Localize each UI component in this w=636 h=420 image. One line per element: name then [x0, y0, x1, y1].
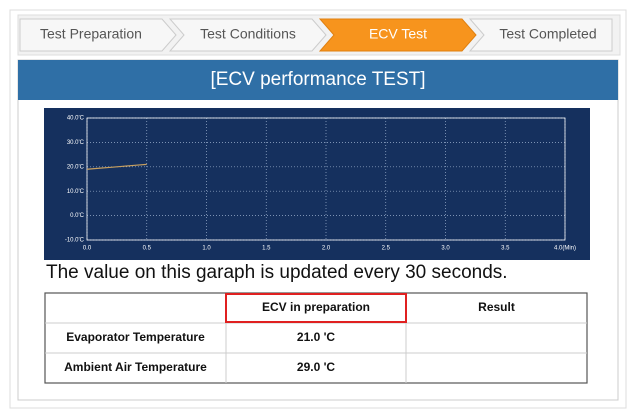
row-label: Evaporator Temperature [66, 330, 205, 344]
step-label: Test Conditions [200, 26, 296, 42]
y-tick-label: 40.0'C [67, 116, 85, 122]
panel-header [18, 60, 618, 100]
row-value: 29.0 'C [297, 360, 336, 374]
row-label: Ambient Air Temperature [64, 360, 207, 374]
x-tick-label: 0.5 [143, 246, 152, 252]
step [468, 18, 613, 52]
x-tick-label: 3.5 [501, 246, 510, 252]
chart-area [44, 108, 590, 260]
x-tick-label: 1.0 [202, 246, 211, 252]
step-label: ECV Test [369, 26, 427, 42]
step [318, 18, 477, 52]
column-header: Result [478, 300, 515, 314]
x-tick-label: 1.5 [262, 246, 271, 252]
caption: The value on this garaph is updated ever… [46, 262, 508, 283]
panel-title: [ECV performance TEST] [210, 69, 425, 90]
data-line [86, 163, 147, 170]
step-label: Test Completed [499, 26, 596, 42]
step-label: Test Preparation [40, 26, 142, 42]
step [19, 18, 177, 52]
y-tick-label: 20.0'C [67, 164, 85, 170]
x-tick-label: 2.5 [382, 246, 391, 252]
table-border [44, 292, 588, 384]
highlight-box [225, 293, 407, 323]
x-tick-label: 4.0(Min) [554, 246, 576, 252]
y-tick-label: 0.0'C [70, 213, 84, 219]
column-header: ECV in preparation [262, 300, 370, 314]
x-tick-label: 2.0 [322, 246, 331, 252]
y-tick-label: 10.0'C [67, 189, 85, 195]
x-tick-label: 0.0 [83, 246, 92, 252]
x-tick-label: 3.0 [441, 246, 450, 252]
y-tick-label: -10.0'C [65, 238, 85, 244]
step [168, 18, 327, 52]
row-value: 21.0 'C [297, 330, 336, 344]
plot-border [86, 117, 566, 241]
y-tick-label: 30.0'C [67, 140, 85, 146]
